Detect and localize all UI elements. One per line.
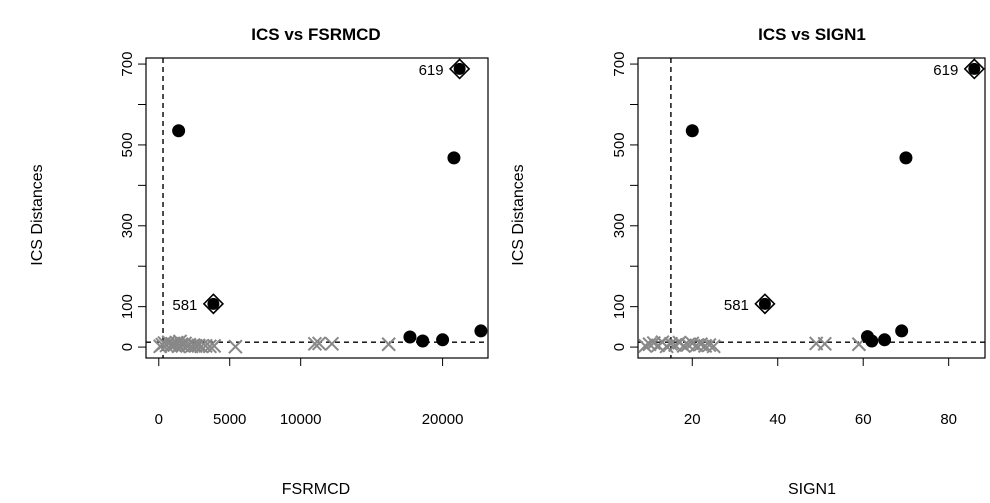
point-x-stroke	[676, 338, 691, 354]
point-x-marker	[202, 339, 218, 354]
y-tick-label: 300	[611, 213, 628, 238]
x-tick-label: 20000	[422, 411, 464, 428]
outlier-label: 619	[933, 62, 958, 79]
y-axis-label: ICS Distances	[29, 164, 46, 265]
chart-title: ICS vs FSRMCD	[251, 25, 380, 44]
point-diamond-fill	[453, 62, 466, 75]
point-filled-circle	[403, 330, 417, 344]
point-x-stroke	[638, 338, 653, 354]
point-x-stroke	[817, 336, 832, 352]
point-diamond-fill	[758, 297, 771, 310]
x-tick-label: 60	[855, 411, 872, 428]
panel-ics-vs-sign1: ICS vs SIGN1 SIGN1 ICS Distances 0 100 300…	[510, 25, 986, 498]
point-x-stroke	[206, 338, 222, 354]
y-tick-label: 100	[611, 294, 628, 319]
point-filled-circle	[474, 324, 488, 338]
outlier-label: 581	[724, 297, 749, 314]
point-diamond-marker	[202, 293, 225, 315]
y-tick-label: 0	[119, 343, 136, 351]
point-filled-circle	[436, 333, 450, 347]
x-tick-label: 20	[684, 411, 701, 428]
point-filled-circle	[865, 334, 879, 348]
point-filled-circle	[172, 124, 186, 138]
outlier-label: 581	[172, 297, 197, 314]
point-diamond-marker	[448, 58, 471, 80]
plot-area	[146, 58, 488, 358]
point-x-marker	[702, 337, 717, 353]
point-filled-circle	[878, 333, 892, 347]
point-filled-circle	[685, 124, 699, 138]
point-x-stroke	[228, 339, 243, 354]
point-x-stroke	[702, 337, 717, 353]
point-diamond-marker	[754, 293, 776, 315]
point-filled-circle	[447, 151, 461, 165]
x-axis-label: SIGN1	[788, 481, 836, 498]
point-filled-circle	[895, 324, 909, 338]
point-x-marker	[206, 338, 222, 354]
point-x-marker	[638, 338, 653, 354]
point-x-stroke	[324, 336, 340, 352]
panel-ics-vs-fsrmcd: ICS vs FSRMCD FSRMCD ICS Distances 0 100 3…	[29, 25, 489, 498]
point-x-marker	[676, 338, 691, 354]
point-x-marker	[381, 337, 396, 352]
point-x-marker	[228, 339, 243, 354]
point-x-marker	[817, 336, 832, 352]
point-x-stroke	[191, 338, 206, 353]
y-tick-label: 0	[611, 343, 628, 351]
point-x-stroke	[307, 336, 323, 352]
point-filled-circle	[899, 151, 913, 165]
point-diamond-marker	[963, 58, 985, 80]
point-x-stroke	[706, 339, 721, 354]
y-axis-label: ICS Distances	[510, 164, 527, 265]
point-diamond-fill	[968, 62, 981, 75]
x-axis-label: FSRMCD	[282, 481, 350, 498]
x-tick-label: 40	[769, 411, 786, 428]
chart-title: ICS vs SIGN1	[758, 25, 866, 44]
point-filled-circle	[416, 334, 430, 348]
y-tick-label: 300	[119, 213, 136, 238]
y-tick-label: 700	[119, 52, 136, 77]
point-x-stroke	[202, 339, 218, 354]
y-tick-label: 100	[119, 294, 136, 319]
plot-area	[638, 58, 985, 358]
x-tick-label: 10000	[280, 411, 322, 428]
point-x-marker	[706, 339, 721, 354]
point-diamond-fill	[207, 297, 220, 310]
plot-frame	[637, 57, 986, 359]
point-x-stroke	[381, 337, 396, 352]
point-x-stroke	[311, 336, 327, 351]
point-x-marker	[311, 336, 327, 351]
x-tick-label: 5000	[213, 411, 246, 428]
y-tick-label: 500	[611, 132, 628, 157]
point-x-marker	[324, 336, 340, 352]
x-tick-label: 80	[940, 411, 957, 428]
y-tick-label: 500	[119, 132, 136, 157]
point-x-marker	[307, 336, 323, 352]
outlier-label: 619	[419, 62, 444, 79]
plot-frame	[145, 57, 489, 359]
y-tick-label: 700	[611, 52, 628, 77]
x-tick-label: 0	[155, 411, 163, 428]
